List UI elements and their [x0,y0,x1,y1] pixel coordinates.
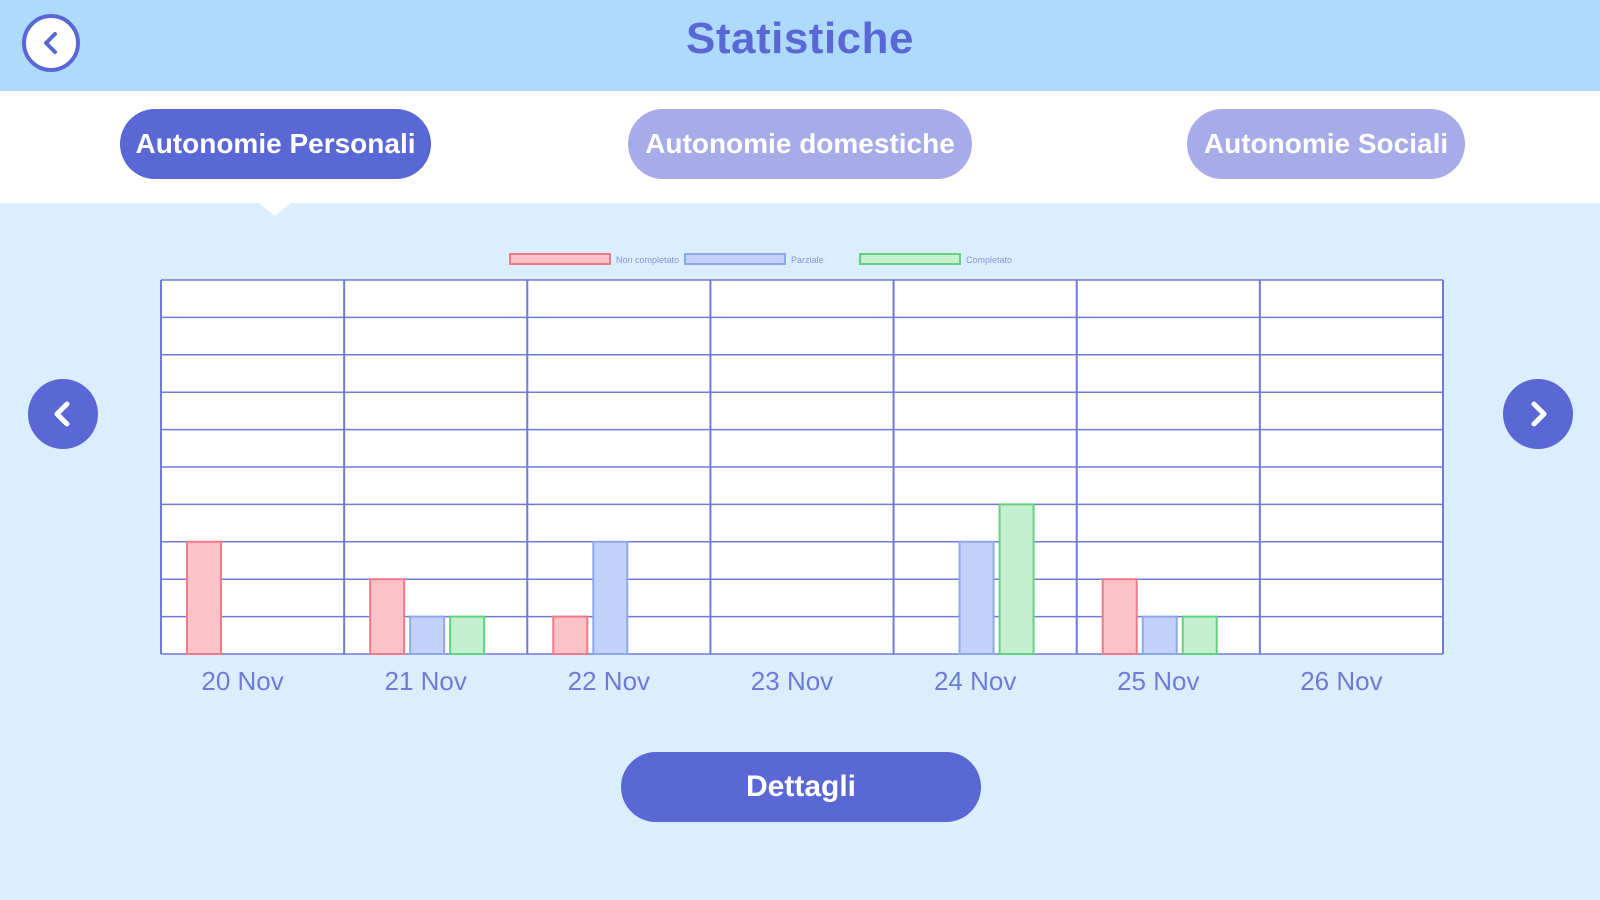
bar-not-completed [369,578,406,656]
x-tick-label: 24 Nov [934,666,1016,696]
chevron-right-icon [1531,401,1547,427]
page-title: Statistiche [685,14,914,63]
tab-autonomie-domestiche[interactable]: Autonomie domestiche [628,109,972,179]
x-tick-label: 20 Nov [201,666,283,696]
x-tick-label: 21 Nov [385,666,467,696]
bar-completed [1181,615,1218,656]
bar-partial [1141,615,1178,656]
x-tick-label: 25 Nov [1117,666,1199,696]
bar-partial [409,615,446,656]
statistics-chart: Non completato Parziale Completato 20 Nov 21… [0,240,1600,710]
next-week-button[interactable] [1503,379,1573,449]
legend-swatch-completed [859,253,961,265]
x-tick-label: 22 Nov [568,666,650,696]
tab-bar: Autonomie Personali Autonomie domestiche… [0,91,1600,203]
legend-label-completed: Completato [966,255,1012,265]
legend-label-not-completed: Non completato [616,255,679,265]
previous-week-button[interactable] [28,379,98,449]
chevron-left-icon [44,32,57,54]
details-button[interactable]: Dettagli [621,752,981,822]
bar-not-completed [552,615,589,656]
bar-chart: Non completato Parziale Completato 20 Nov 21… [160,253,1444,696]
chevron-left-icon [54,401,70,427]
back-button[interactable] [22,14,80,72]
legend-swatch-not-completed [509,253,611,265]
active-tab-pointer [258,202,292,216]
tab-autonomie-sociali[interactable]: Autonomie Sociali [1187,109,1465,179]
tab-autonomie-personali[interactable]: Autonomie Personali [120,109,431,179]
bar-completed [998,503,1035,655]
legend-swatch-partial [684,253,786,265]
bar-not-completed [1101,578,1138,656]
x-tick-label: 23 Nov [751,666,833,696]
bar-not-completed [186,540,222,655]
x-tick-label: 26 Nov [1300,666,1382,696]
legend-label-partial: Parziale [791,255,824,265]
bar-completed [449,615,486,656]
bar-partial [958,540,995,655]
header: Statistiche [0,0,1600,91]
bar-partial [592,540,629,655]
